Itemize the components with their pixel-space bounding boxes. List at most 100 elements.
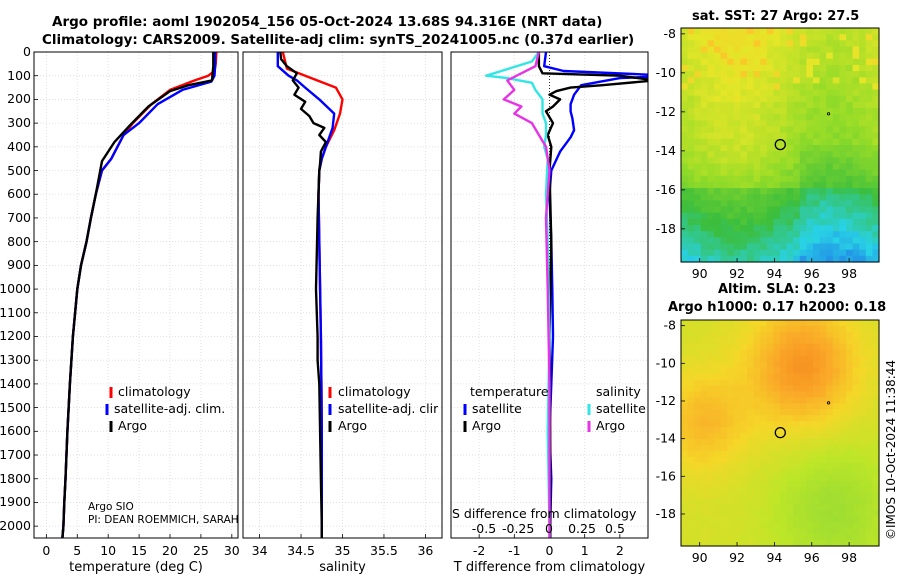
legend-satellite-adj: satellite-adj. clim. bbox=[114, 401, 226, 416]
x-tick-label: -2 bbox=[473, 543, 485, 558]
depth-tick-label: 300 bbox=[7, 115, 31, 131]
legend-temperature-heading: temperature bbox=[470, 384, 549, 399]
map-y-tick-label: -8 bbox=[664, 26, 677, 41]
x-axis-label: T difference from climatology bbox=[453, 560, 646, 575]
legend-satellite-adj-2: satellite-adj. clim. bbox=[338, 401, 438, 416]
island-marker bbox=[826, 112, 831, 116]
map-x-tick-label: 92 bbox=[729, 550, 745, 565]
title-line-2: Climatology: CARS2009. Satellite-adj cli… bbox=[42, 32, 635, 48]
map-x-tick-label: 90 bbox=[692, 266, 708, 281]
map-y-tick-label: -10 bbox=[656, 355, 676, 370]
depth-tick-label: 1500 bbox=[0, 399, 31, 415]
x-tick-label: 34 bbox=[252, 543, 268, 558]
credit-pi: PI: DEAN ROEMMICH, SARAH bbox=[88, 514, 239, 526]
s-diff-tick-label: 0.25 bbox=[568, 521, 596, 536]
x-tick-label: 25 bbox=[193, 543, 209, 558]
depth-tick-label: 1900 bbox=[0, 494, 31, 510]
depth-tick-label: 1100 bbox=[0, 304, 31, 320]
map-y-tick-label: -18 bbox=[656, 506, 676, 521]
x-tick-label: -1 bbox=[508, 543, 520, 558]
x-tick-label: 0 bbox=[546, 543, 554, 558]
depth-tick-label: 100 bbox=[7, 67, 31, 83]
map-x-tick-label: 96 bbox=[804, 550, 820, 565]
legend-sal-satellite: satellite bbox=[596, 401, 646, 416]
x-tick-label: 20 bbox=[162, 543, 178, 558]
s-diff-tick-label: 0 bbox=[545, 521, 553, 536]
plot-area bbox=[34, 52, 238, 538]
depth-tick-label: 600 bbox=[7, 186, 31, 202]
map-x-tick-label: 94 bbox=[766, 266, 782, 281]
map-frame bbox=[680, 319, 880, 547]
sla-map: 90 92 94 96 98 -8 -10 -12 -14 -16 -18 bbox=[656, 318, 880, 565]
map-y-tick-label: -14 bbox=[656, 143, 676, 158]
depth-tick-label: 1300 bbox=[0, 352, 31, 368]
series-satellite-adj-clim- bbox=[276, 52, 336, 538]
depth-tick-label: 1200 bbox=[0, 328, 31, 344]
depth-tick-label: 1400 bbox=[0, 375, 31, 391]
legend-argo-2: Argo bbox=[338, 418, 368, 433]
depth-tick-label: 1000 bbox=[0, 281, 31, 297]
x-tick-label: 34.5 bbox=[287, 543, 315, 558]
map-x-tick-label: 90 bbox=[692, 550, 708, 565]
title-line-1: Argo profile: aoml 1902054_156 05-Oct-20… bbox=[52, 14, 603, 30]
depth-tick-label: 0 bbox=[23, 44, 31, 59]
float-position-marker bbox=[774, 426, 786, 439]
legend-argo: Argo bbox=[118, 418, 148, 433]
depth-tick-label: 700 bbox=[7, 209, 31, 225]
map-x-tick-label: 98 bbox=[841, 266, 857, 281]
depth-tick-label: 500 bbox=[7, 162, 31, 178]
x-tick-label: 30 bbox=[224, 543, 240, 558]
x-tick-label: 35.5 bbox=[370, 543, 398, 558]
map-y-tick-label: -10 bbox=[656, 65, 676, 80]
depth-tick-label: 1700 bbox=[0, 447, 31, 463]
series-salinity-argo bbox=[502, 52, 551, 538]
map-x-tick-label: 98 bbox=[841, 550, 857, 565]
s-difference-label: S difference from climatology bbox=[452, 506, 637, 521]
legend-climatology: climatology bbox=[118, 384, 191, 399]
depth-tick-label: 900 bbox=[7, 257, 31, 273]
salinity-panel: 34 34.5 35 35.5 36 salinity bbox=[242, 51, 443, 575]
float-position-marker bbox=[774, 138, 786, 151]
map-frame bbox=[680, 27, 880, 263]
map-y-tick-label: -12 bbox=[656, 104, 676, 119]
map-y-tick-label: -16 bbox=[656, 468, 676, 483]
map-y-tick-label: -16 bbox=[656, 182, 676, 197]
map-x-tick-label: 94 bbox=[766, 550, 782, 565]
imos-credit: ©IMOS 10-Oct-2024 11:38:44 bbox=[884, 359, 898, 540]
plot-frame bbox=[242, 51, 443, 539]
map-y-tick-label: -18 bbox=[656, 221, 676, 236]
legend-temp-argo: Argo bbox=[472, 418, 502, 433]
sla-map-title-1: Altim. SLA: 0.23 bbox=[718, 282, 836, 297]
sst-map-title: sat. SST: 27 Argo: 27.5 bbox=[692, 9, 860, 24]
island-marker bbox=[826, 401, 831, 405]
map-x-tick-label: 96 bbox=[804, 266, 820, 281]
depth-tick-label: 200 bbox=[7, 91, 31, 107]
map-y-tick-label: -14 bbox=[656, 431, 676, 446]
temperature-panel: 0 5 10 15 20 25 30 temperature (deg C) bbox=[33, 51, 240, 575]
map-y-tick-label: -8 bbox=[664, 318, 677, 333]
s-diff-tick-label: 0.5 bbox=[605, 521, 625, 536]
legend-climatology-2: climatology bbox=[338, 384, 411, 399]
x-axis-label: temperature (deg C) bbox=[69, 560, 203, 575]
x-tick-label: 35 bbox=[335, 543, 351, 558]
x-tick-label: 36 bbox=[417, 543, 433, 558]
depth-tick-label: 400 bbox=[7, 138, 31, 154]
legend-salinity-heading: salinity bbox=[596, 384, 641, 399]
depth-tick-label: 800 bbox=[7, 233, 31, 249]
x-axis-label: salinity bbox=[319, 560, 366, 575]
s-diff-tick-label: -0.25 bbox=[502, 521, 535, 536]
sla-map-title-2: Argo h1000: 0.17 h2000: 0.18 bbox=[668, 300, 887, 315]
depth-tick-label: 2000 bbox=[0, 518, 31, 534]
x-tick-label: 0 bbox=[42, 543, 50, 558]
map-x-tick-label: 92 bbox=[729, 266, 745, 281]
series-argo bbox=[61, 52, 215, 538]
depth-tick-label: 1600 bbox=[0, 423, 31, 439]
series-argo bbox=[279, 52, 328, 538]
map-y-tick-label: -12 bbox=[656, 393, 676, 408]
x-tick-label: 1 bbox=[581, 543, 589, 558]
s-diff-tick-label: -0.5 bbox=[471, 521, 497, 536]
plot-frame bbox=[33, 51, 239, 539]
x-tick-label: 2 bbox=[616, 543, 624, 558]
